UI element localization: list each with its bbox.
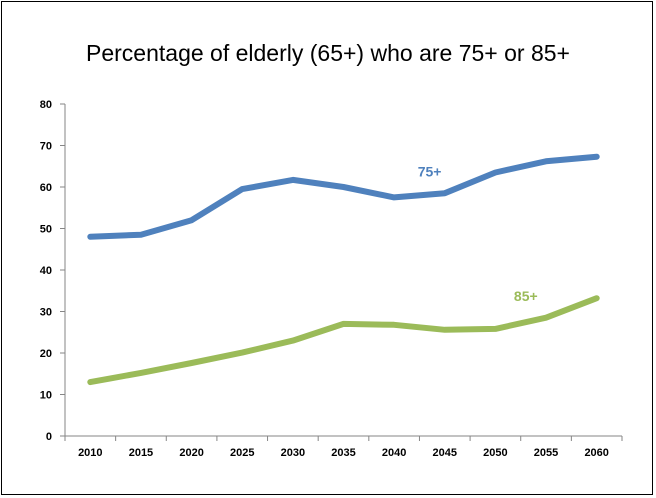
series-layer	[87, 153, 600, 386]
series-line-1	[87, 295, 600, 386]
series-line-0	[87, 153, 600, 240]
chart-title: Percentage of elderly (65+) who are 75+ …	[86, 40, 570, 66]
x-tick-label: 2035	[331, 447, 355, 459]
x-tick-label: 2010	[78, 447, 102, 459]
x-tick-label: 2055	[534, 447, 558, 459]
x-tick-label: 2045	[433, 447, 457, 459]
x-tick-label: 2040	[382, 447, 406, 459]
series-label-1: 85+	[514, 288, 538, 304]
y-tick-label: 0	[46, 431, 52, 443]
y-tick-label: 80	[40, 99, 52, 111]
x-tick-label: 2060	[584, 447, 608, 459]
series-label-0: 75+	[418, 164, 442, 180]
y-tick-label: 70	[40, 141, 52, 153]
x-tick-label: 2050	[483, 447, 507, 459]
x-tick-label: 2030	[281, 447, 305, 459]
y-tick-label: 60	[40, 182, 52, 194]
y-tick-label: 40	[40, 265, 52, 277]
y-tick-label: 10	[40, 390, 52, 402]
y-tick-label: 50	[40, 224, 52, 236]
y-tick-label: 30	[40, 307, 52, 319]
x-tick-label: 2025	[230, 447, 254, 459]
y-tick-label: 20	[40, 348, 52, 360]
series-labels: 75+ 85+	[418, 164, 538, 305]
x-tick-label: 2015	[129, 447, 153, 459]
x-tick-label: 2020	[179, 447, 203, 459]
